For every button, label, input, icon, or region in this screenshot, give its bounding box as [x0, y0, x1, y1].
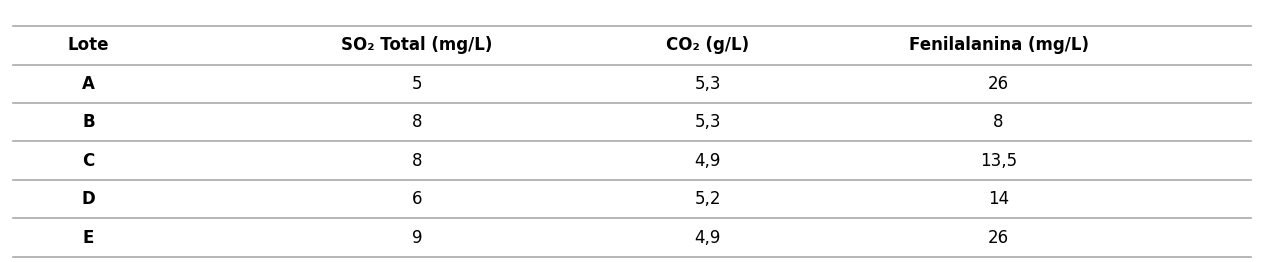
Text: 8: 8 — [412, 113, 422, 131]
Text: 9: 9 — [412, 228, 422, 247]
Text: 6: 6 — [412, 190, 422, 208]
Text: D: D — [82, 190, 95, 208]
Text: SO₂ Total (mg/L): SO₂ Total (mg/L) — [341, 36, 493, 54]
Text: CO₂ (g/L): CO₂ (g/L) — [666, 36, 750, 54]
Text: 13,5: 13,5 — [980, 152, 1018, 170]
Text: 26: 26 — [988, 75, 1009, 93]
Text: 26: 26 — [988, 228, 1009, 247]
Text: 4,9: 4,9 — [695, 228, 720, 247]
Text: E: E — [83, 228, 94, 247]
Text: Lote: Lote — [68, 36, 109, 54]
Text: C: C — [82, 152, 95, 170]
Text: 5,2: 5,2 — [695, 190, 720, 208]
Text: 8: 8 — [994, 113, 1004, 131]
Text: B: B — [82, 113, 95, 131]
Text: 4,9: 4,9 — [695, 152, 720, 170]
Text: 5,3: 5,3 — [695, 113, 720, 131]
Text: 5: 5 — [412, 75, 422, 93]
Text: 5,3: 5,3 — [695, 75, 720, 93]
Text: Fenilalanina (mg/L): Fenilalanina (mg/L) — [909, 36, 1088, 54]
Text: 14: 14 — [988, 190, 1009, 208]
Text: A: A — [82, 75, 95, 93]
Text: 8: 8 — [412, 152, 422, 170]
